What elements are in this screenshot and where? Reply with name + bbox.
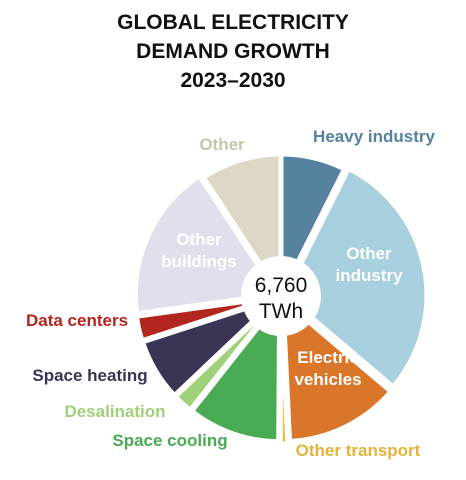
- pie-center-hole: [241, 256, 321, 336]
- center-label-line-2: TWh: [259, 300, 303, 323]
- chart-title-line-1: GLOBAL ELECTRICITY: [117, 11, 349, 34]
- pie-slice-other-transport: [277, 299, 291, 447]
- pie-slice-other-industry: [282, 165, 430, 390]
- slice-label-data-centers: Data centers: [26, 311, 128, 330]
- pie-slice-electric-vehicles: [280, 297, 394, 444]
- center-label-line-1: 6,760: [255, 274, 308, 297]
- slice-label-other-transport: Other transport: [296, 441, 421, 460]
- slice-label-other-industry: Other: [346, 244, 392, 263]
- pie-slice-space-cooling: [189, 297, 283, 445]
- pie-slice-other: [200, 151, 284, 299]
- chart-title-line-3: 2023–2030: [180, 69, 286, 92]
- slice-label-electric-vehicles: Electric: [297, 348, 358, 367]
- pie-slice-other-buildings: [132, 173, 280, 317]
- slice-label-electric-vehicles: vehicles: [294, 370, 361, 389]
- slice-label-other-buildings: buildings: [161, 252, 237, 271]
- slice-label-other: Other: [199, 135, 245, 154]
- slice-label-other-buildings: Other: [176, 230, 222, 249]
- slice-label-other-industry: industry: [335, 266, 403, 285]
- slice-label-space-heating: Space heating: [32, 366, 147, 385]
- chart-title: GLOBAL ELECTRICITY DEMAND GROWTH 2023–20…: [0, 8, 466, 95]
- chart-title-line-2: DEMAND GROWTH: [136, 40, 330, 63]
- pie-slice-data-centers: [133, 294, 280, 344]
- slice-label-space-cooling: Space cooling: [112, 431, 227, 450]
- slice-label-desalination: Desalination: [64, 402, 165, 421]
- slice-label-heavy-industry: Heavy industry: [313, 127, 435, 146]
